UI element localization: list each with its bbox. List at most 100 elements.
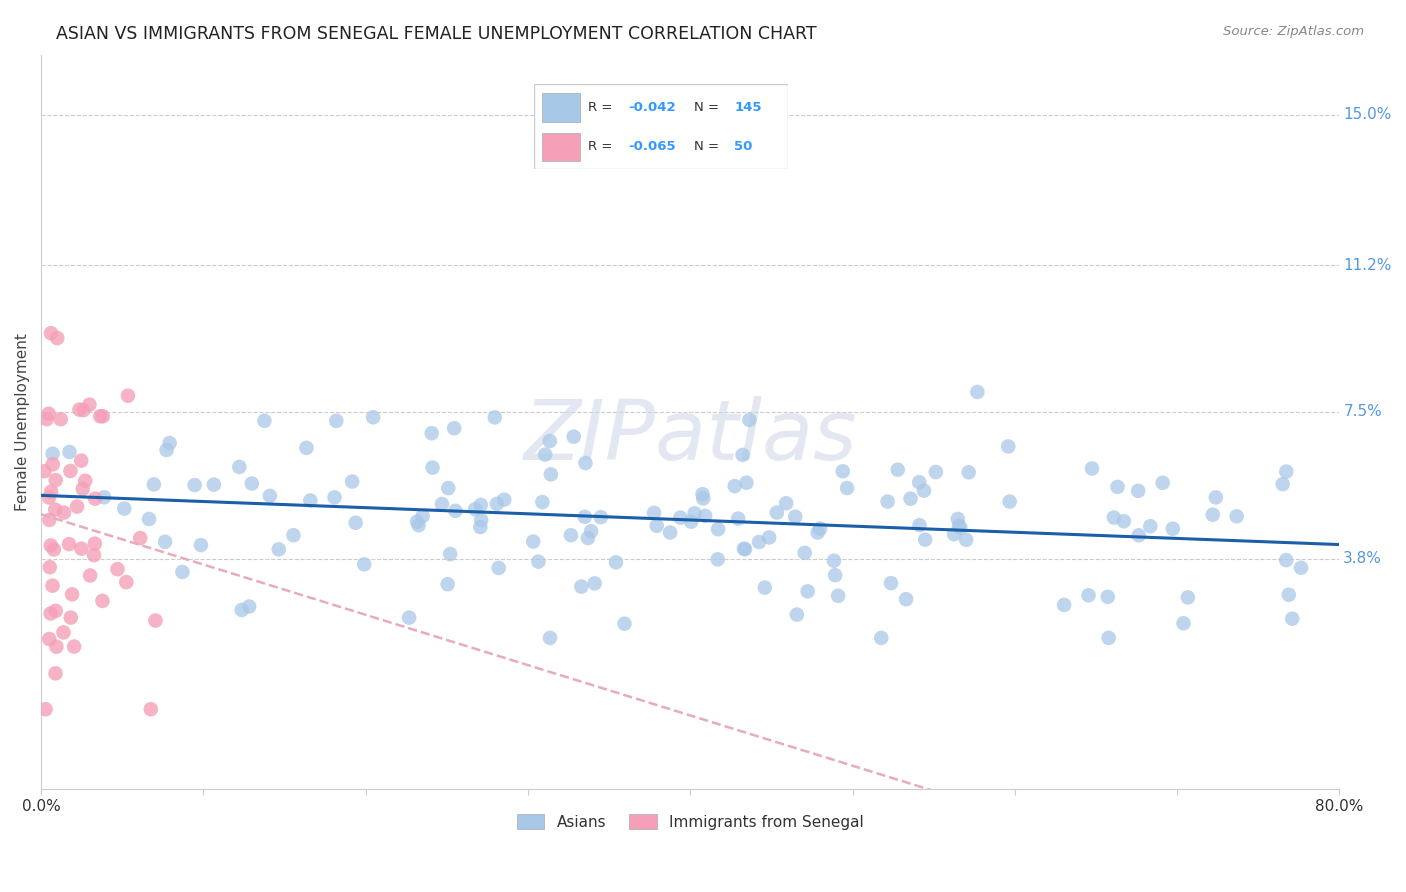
Point	[527, 555, 550, 569]
Point	[142, 477, 165, 491]
Point	[63, 640, 86, 654]
Point	[1107, 480, 1129, 494]
Point	[41, 447, 63, 461]
Point	[707, 522, 730, 536]
Point	[422, 460, 444, 475]
Point	[912, 483, 935, 498]
Point	[39, 538, 62, 552]
Point	[949, 521, 972, 535]
Point	[75, 474, 97, 488]
Point	[900, 491, 922, 506]
Point	[880, 576, 903, 591]
Point	[1289, 560, 1312, 574]
Point	[775, 496, 797, 510]
Point	[827, 589, 849, 603]
Point	[1053, 598, 1076, 612]
Point	[692, 491, 714, 506]
Point	[948, 518, 970, 533]
Point	[1205, 491, 1227, 505]
Point	[925, 465, 948, 479]
Point	[117, 389, 139, 403]
Point	[1281, 612, 1303, 626]
Point	[1077, 588, 1099, 602]
Point	[83, 536, 105, 550]
Point	[1102, 510, 1125, 524]
Point	[299, 493, 322, 508]
Point	[38, 407, 60, 421]
Point	[576, 531, 599, 545]
Point	[562, 430, 585, 444]
Point	[887, 463, 910, 477]
Point	[824, 568, 846, 582]
Point	[267, 542, 290, 557]
Point	[344, 516, 367, 530]
Point	[38, 632, 60, 646]
Point	[84, 491, 107, 506]
Point	[35, 412, 58, 426]
Point	[52, 506, 75, 520]
Point	[669, 510, 692, 524]
Point	[731, 448, 754, 462]
Point	[283, 528, 305, 542]
Point	[153, 534, 176, 549]
Point	[139, 702, 162, 716]
Point	[1278, 588, 1301, 602]
Point	[437, 481, 460, 495]
Point	[406, 515, 429, 529]
Point	[231, 603, 253, 617]
Point	[1173, 616, 1195, 631]
Point	[735, 475, 758, 490]
Point	[1202, 508, 1225, 522]
Point	[748, 535, 770, 549]
Point	[1275, 465, 1298, 479]
Point	[470, 513, 492, 527]
Point	[796, 584, 818, 599]
Point	[59, 610, 82, 624]
Point	[681, 515, 703, 529]
Point	[531, 495, 554, 509]
Point	[72, 482, 94, 496]
Point	[908, 475, 931, 490]
Point	[692, 487, 714, 501]
Point	[1139, 519, 1161, 533]
Text: 3.8%: 3.8%	[1343, 551, 1382, 566]
Point	[49, 412, 72, 426]
Point	[645, 518, 668, 533]
Point	[115, 575, 138, 590]
Point	[538, 631, 561, 645]
Point	[1128, 528, 1150, 542]
Point	[464, 502, 486, 516]
Point	[398, 610, 420, 624]
Point	[727, 511, 749, 525]
Point	[107, 562, 129, 576]
Point	[808, 522, 831, 536]
Point	[46, 331, 69, 345]
Point	[733, 541, 755, 556]
Point	[786, 607, 808, 622]
Point	[1271, 477, 1294, 491]
Point	[946, 512, 969, 526]
Point	[485, 497, 508, 511]
Point	[706, 552, 728, 566]
Point	[72, 403, 94, 417]
Point	[538, 434, 561, 448]
Point	[494, 492, 516, 507]
Point	[957, 465, 980, 479]
Point	[129, 531, 152, 545]
Point	[91, 409, 114, 424]
Point	[807, 525, 830, 540]
Point	[484, 410, 506, 425]
Point	[45, 666, 67, 681]
Point	[361, 410, 384, 425]
Point	[353, 558, 375, 572]
Point	[443, 421, 465, 435]
Point	[39, 326, 62, 341]
Point	[997, 440, 1019, 454]
Point	[540, 467, 562, 482]
Text: ZIPatlas: ZIPatlas	[523, 396, 858, 477]
Point	[659, 525, 682, 540]
Point	[89, 409, 111, 424]
Point	[52, 625, 75, 640]
Point	[1161, 522, 1184, 536]
Point	[323, 491, 346, 505]
